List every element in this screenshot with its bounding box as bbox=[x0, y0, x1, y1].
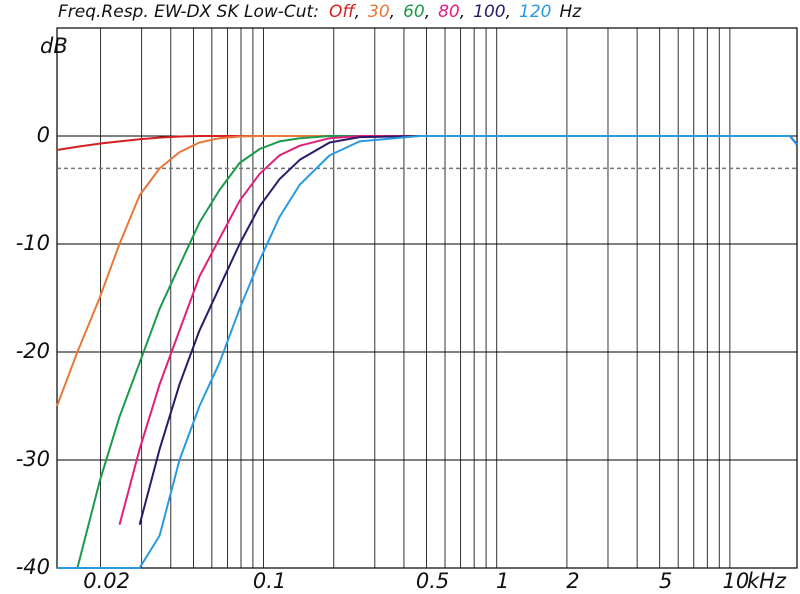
series-line bbox=[56, 135, 798, 407]
legend-separator: , bbox=[390, 2, 395, 22]
x-tick-label: 2 bbox=[566, 569, 579, 593]
y-tick-label: -40 bbox=[16, 555, 50, 579]
series-line bbox=[56, 135, 798, 151]
legend-entry: 120 bbox=[519, 2, 551, 22]
y-tick-label: -10 bbox=[16, 231, 50, 255]
x-tick-label: 0.02 bbox=[83, 569, 130, 593]
legend-entry: 80 bbox=[438, 2, 460, 22]
series-line bbox=[138, 135, 798, 526]
chart-title: Freq.Resp. EW-DX SK Low-Cut: Off, 30, 60, 80… bbox=[58, 2, 582, 22]
x-tick-label: 0.5 bbox=[416, 569, 449, 593]
legend-separator: , bbox=[425, 2, 430, 22]
legend-entry: 60 bbox=[403, 2, 425, 22]
legend-separator: , bbox=[506, 2, 511, 22]
series-line bbox=[57, 135, 798, 569]
plot-frame bbox=[56, 27, 798, 569]
legend-entry: 30 bbox=[368, 2, 390, 22]
legend-separator: , bbox=[355, 2, 360, 22]
x-tick-label: 5 bbox=[659, 569, 672, 593]
title-text: Freq.Resp. EW-DX SK Low-Cut: bbox=[58, 2, 319, 22]
y-tick-label: -30 bbox=[16, 447, 50, 471]
legend-separator: , bbox=[460, 2, 465, 22]
x-tick-label: 1 bbox=[496, 569, 509, 593]
y-tick-label: 0 bbox=[37, 123, 50, 147]
title-unit: Hz bbox=[559, 2, 582, 22]
y-axis-label: dB bbox=[40, 34, 68, 58]
x-axis-label: kHz bbox=[747, 569, 787, 593]
legend-entry: 100 bbox=[473, 2, 505, 22]
y-tick-label: -20 bbox=[16, 339, 50, 363]
x-tick-label: 10 bbox=[723, 569, 750, 593]
x-tick-label: 0.1 bbox=[253, 569, 286, 593]
legend-entry: Off bbox=[329, 2, 356, 22]
series-line bbox=[118, 135, 798, 526]
